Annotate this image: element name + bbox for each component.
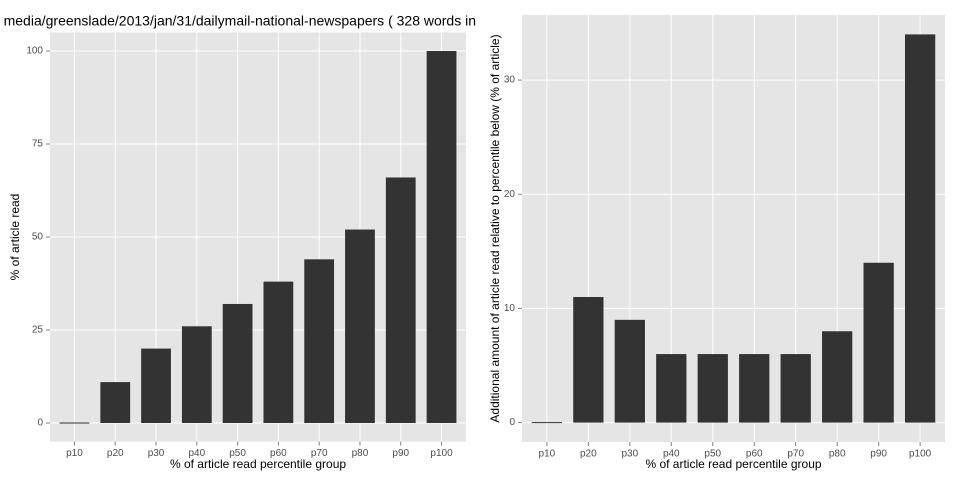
chart-title: media/greenslade/2013/jan/31/dailymail-n… bbox=[4, 13, 476, 29]
bar bbox=[263, 281, 294, 423]
y-tick-label: 25 bbox=[32, 325, 44, 336]
x-tick-label: p80 bbox=[829, 449, 846, 460]
x-tick-label: p10 bbox=[66, 448, 83, 459]
y-tick-label: 50 bbox=[32, 232, 44, 243]
x-tick-label: p40 bbox=[188, 448, 205, 459]
bar bbox=[531, 422, 563, 424]
bar bbox=[656, 354, 687, 423]
x-tick-label: p70 bbox=[787, 449, 804, 460]
x-tick-label: p30 bbox=[148, 448, 165, 459]
x-tick-label: p20 bbox=[107, 448, 124, 459]
x-axis-label: % of article read percentile group bbox=[645, 457, 821, 471]
bar bbox=[345, 229, 375, 423]
x-axis-label: % of article read percentile group bbox=[170, 457, 346, 471]
y-axis-label: % of article read bbox=[8, 194, 22, 281]
x-tick-label: p70 bbox=[311, 448, 328, 459]
x-tick-label: p100 bbox=[430, 448, 453, 459]
bar bbox=[573, 297, 604, 423]
bar bbox=[904, 34, 936, 423]
bar bbox=[181, 326, 212, 423]
y-tick-label: 10 bbox=[504, 303, 516, 314]
bar bbox=[697, 354, 728, 423]
bar bbox=[385, 177, 416, 423]
y-tick-label: 20 bbox=[504, 189, 516, 200]
x-tick-label: p30 bbox=[621, 449, 638, 460]
bar bbox=[100, 382, 131, 423]
y-tick-label: 100 bbox=[26, 46, 43, 57]
x-tick-label: p50 bbox=[704, 449, 721, 460]
bar bbox=[222, 303, 253, 423]
bar bbox=[614, 319, 645, 423]
bar bbox=[863, 262, 894, 423]
bar bbox=[59, 422, 90, 424]
x-tick-label: p10 bbox=[539, 449, 556, 460]
x-tick-label: p40 bbox=[663, 449, 680, 460]
x-tick-label: p90 bbox=[392, 448, 409, 459]
bar bbox=[780, 354, 811, 423]
x-tick-label: p50 bbox=[229, 448, 246, 459]
bar bbox=[304, 259, 335, 423]
x-tick-label: p60 bbox=[746, 449, 763, 460]
y-tick-label: 0 bbox=[37, 418, 43, 429]
bar bbox=[141, 348, 171, 423]
y-axis-label: Additional amount of article read relati… bbox=[488, 34, 502, 422]
y-tick-label: 75 bbox=[32, 139, 44, 150]
bar bbox=[822, 331, 853, 423]
y-tick-label: 30 bbox=[504, 75, 516, 86]
x-tick-label: p20 bbox=[580, 449, 597, 460]
x-tick-label: p90 bbox=[870, 449, 887, 460]
x-tick-label: p60 bbox=[270, 448, 287, 459]
bar bbox=[426, 51, 457, 423]
x-tick-label: p100 bbox=[909, 449, 932, 460]
x-tick-label: p80 bbox=[352, 448, 369, 459]
bar bbox=[739, 354, 770, 423]
y-tick-label: 0 bbox=[509, 417, 515, 428]
